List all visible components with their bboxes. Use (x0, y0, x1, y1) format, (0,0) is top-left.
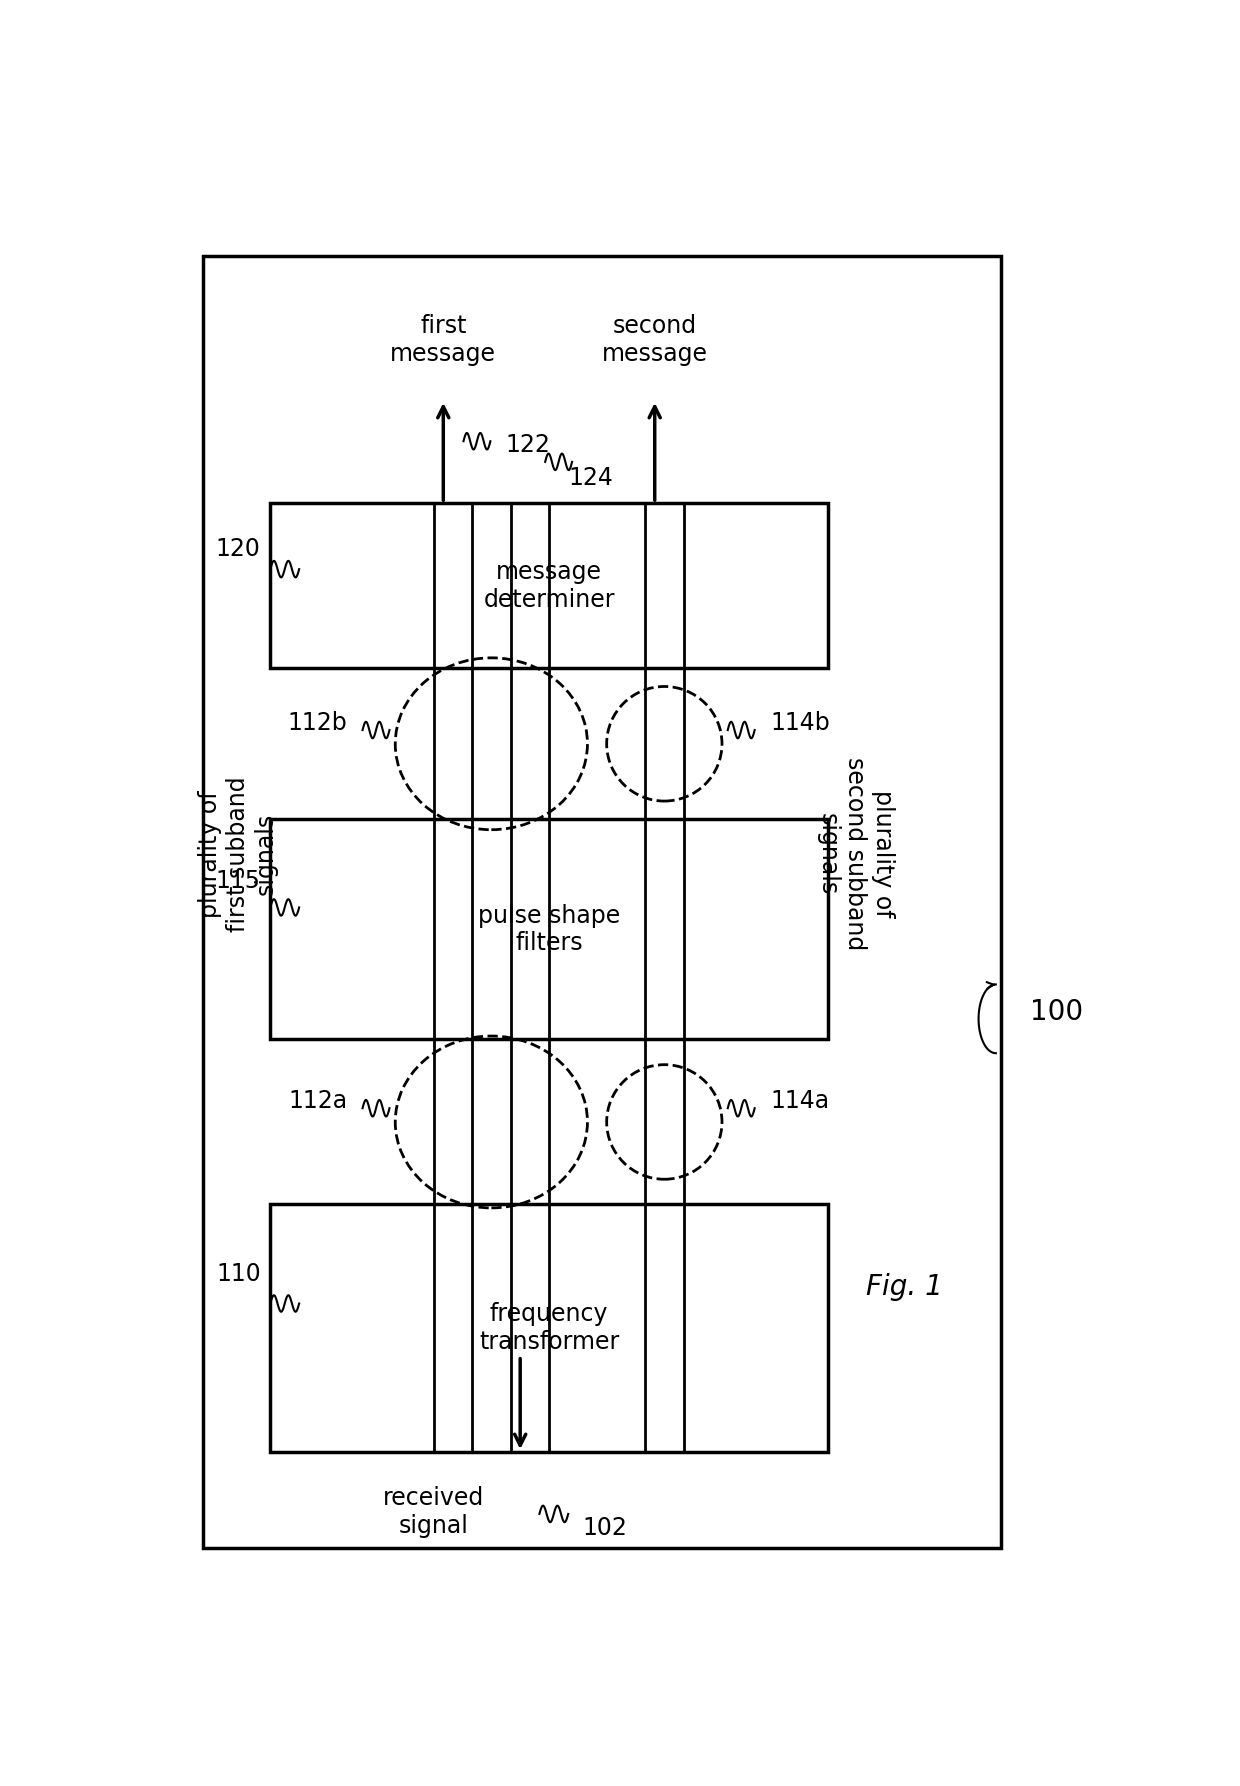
Bar (270, 820, 828, 1039)
Text: frequency
transformer: frequency transformer (479, 1302, 619, 1354)
Bar (203, 255, 1001, 1548)
Text: pulse shape
filters: pulse shape filters (477, 904, 620, 956)
Text: first
message: first message (391, 314, 496, 366)
Text: plurality of
first subband
signals: plurality of first subband signals (198, 775, 278, 932)
Text: 122: 122 (506, 434, 551, 457)
Text: message
determiner: message determiner (484, 559, 615, 611)
Text: 100: 100 (1029, 998, 1083, 1025)
Text: Fig. 1: Fig. 1 (867, 1273, 942, 1300)
Text: second
message: second message (601, 314, 708, 366)
Text: 102: 102 (583, 1516, 627, 1540)
Text: 112a: 112a (288, 1089, 347, 1113)
Text: 110: 110 (216, 1261, 260, 1286)
Text: 114a: 114a (770, 1089, 830, 1113)
Text: 124: 124 (568, 466, 613, 491)
Bar (270, 504, 828, 668)
Text: 114b: 114b (770, 711, 830, 736)
Text: 112b: 112b (288, 711, 347, 736)
Text: received
signal: received signal (383, 1486, 485, 1538)
Text: 115: 115 (216, 870, 260, 893)
Bar (270, 1204, 828, 1452)
Text: 120: 120 (216, 538, 260, 561)
Text: plurality of
second subband
signals: plurality of second subband signals (816, 757, 895, 950)
